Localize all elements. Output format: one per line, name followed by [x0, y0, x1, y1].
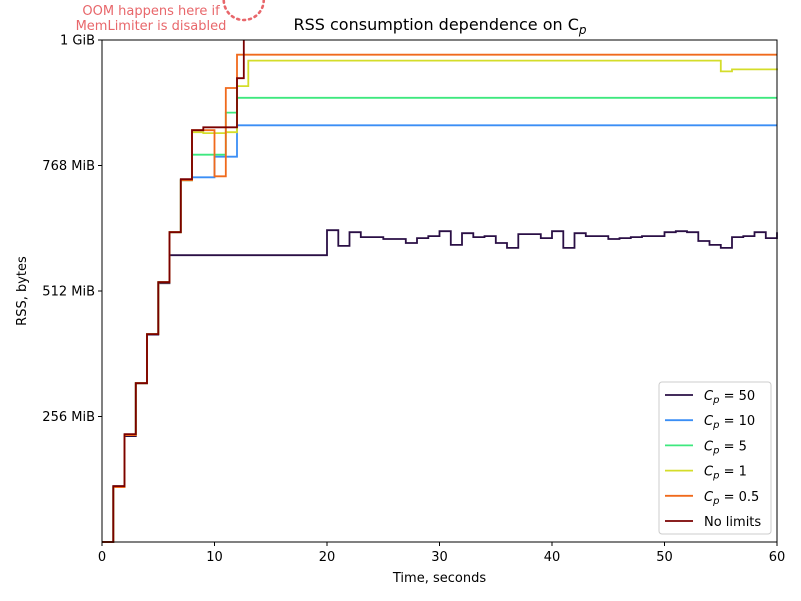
legend-label-4: Cp = 0.5: [704, 490, 759, 507]
y-axis-label: RSS, bytes: [15, 256, 30, 326]
x-tick-label-2: 20: [319, 550, 336, 565]
oom-marker-circle: [222, 0, 266, 22]
y-tick-label-2: 768 MiB: [42, 159, 95, 174]
chart-title-subscript: p: [578, 23, 587, 37]
chart-title-text: RSS consumption dependence on C: [293, 15, 578, 34]
x-tick-label-4: 40: [544, 550, 561, 565]
x-tick-label-3: 30: [431, 550, 448, 565]
legend-label-0: Cp = 50: [704, 389, 755, 406]
legend: Cp = 50 Cp = 10 Cp = 5 Cp = 1 Cp = 0.5 No lim…: [658, 381, 772, 535]
legend-label-3: Cp = 1: [704, 465, 747, 482]
x-tick-label-0: 0: [98, 550, 106, 565]
series-layer: [102, 40, 778, 543]
series-line-0: [102, 229, 778, 543]
y-tick-label-1: 512 MiB: [42, 285, 95, 300]
legend-label-2: Cp = 5: [704, 439, 747, 456]
annotation-text-1: MemLimiter is disabled: [76, 19, 227, 34]
legend-label-5: No limits: [704, 515, 761, 530]
x-tick-label-1: 10: [206, 550, 223, 565]
series-line-5: [102, 40, 245, 543]
chart-title: RSS consumption dependence on Cp: [293, 15, 586, 37]
annotation-text-0: OOM happens here if: [82, 4, 220, 19]
x-ticks: 0 10 20 30 40 50 60: [98, 542, 785, 565]
y-ticks: 256 MiB 512 MiB 768 MiB 1 GiB: [42, 34, 102, 425]
x-tick-label-5: 50: [656, 550, 673, 565]
x-tick-label-6: 60: [769, 550, 786, 565]
y-tick-label-0: 256 MiB: [42, 410, 95, 425]
x-axis-label: Time, seconds: [392, 571, 486, 586]
y-tick-label-3: 1 GiB: [60, 34, 95, 49]
legend-label-1: Cp = 10: [704, 414, 755, 431]
